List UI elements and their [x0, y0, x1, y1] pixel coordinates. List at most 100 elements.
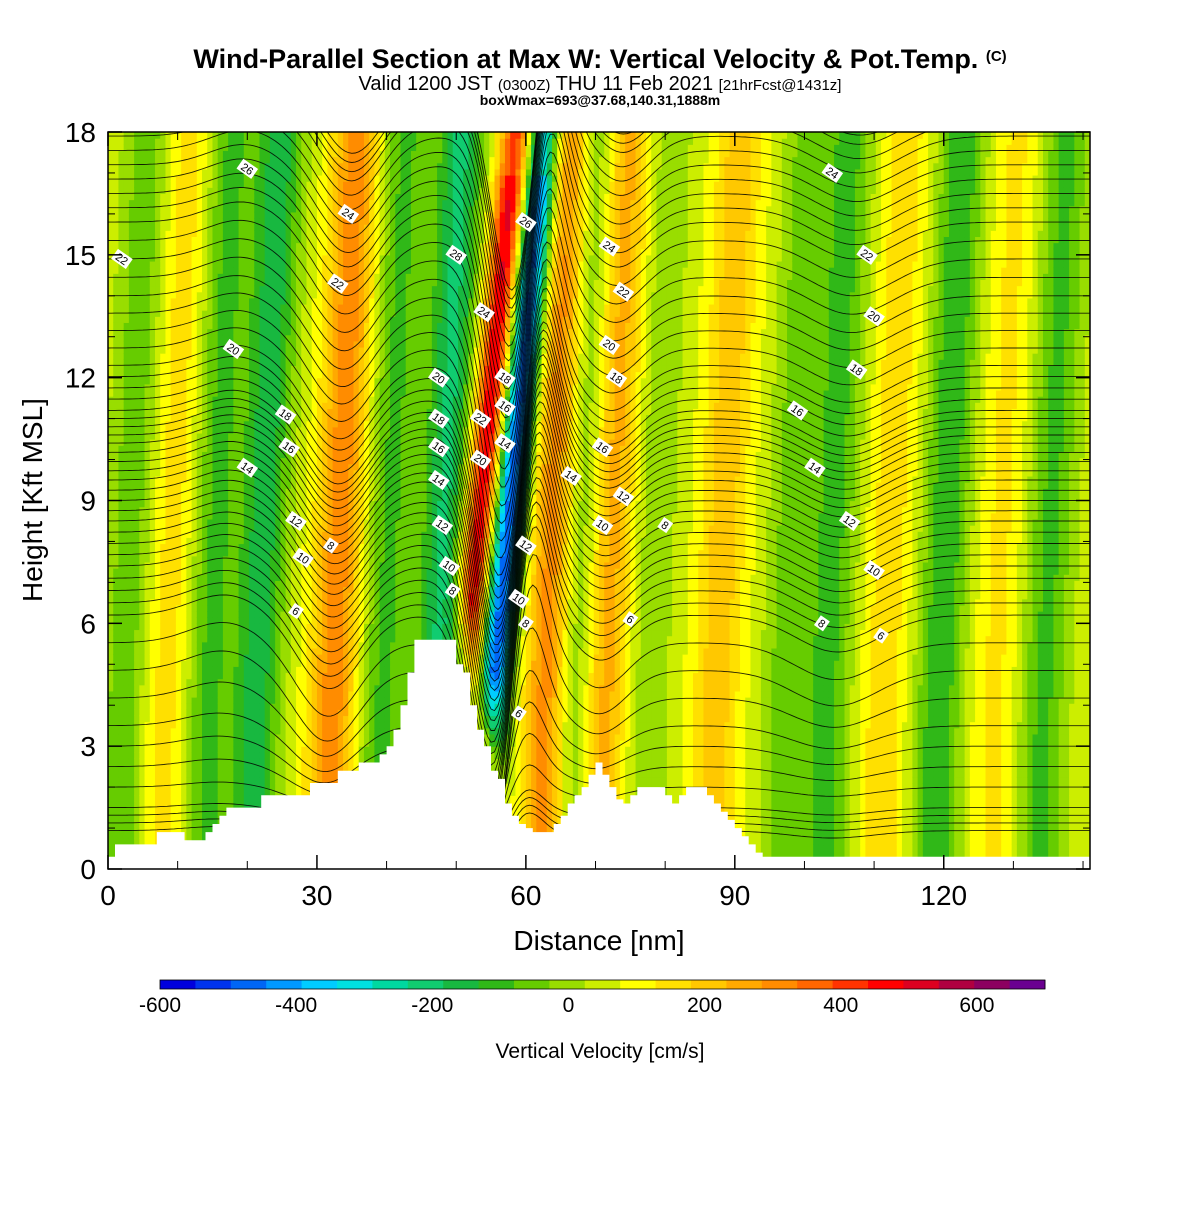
w-cell [129, 353, 135, 360]
w-cell [233, 212, 239, 219]
w-cell [181, 752, 187, 759]
w-cell [301, 255, 307, 262]
w-cell [186, 752, 192, 759]
w-cell [249, 734, 255, 741]
w-cell [155, 365, 161, 372]
w-cell [218, 703, 224, 710]
w-cell [286, 771, 292, 778]
w-cell [192, 359, 198, 366]
w-cell [129, 322, 135, 329]
w-cell [113, 574, 119, 581]
w-cell [218, 654, 224, 661]
w-cell [207, 783, 213, 790]
w-cell [134, 249, 140, 256]
w-cell [228, 261, 234, 268]
w-cell [228, 206, 234, 213]
w-cell [296, 672, 302, 679]
w-cell [317, 458, 323, 465]
w-cell [207, 273, 213, 280]
w-cell [192, 728, 198, 735]
w-cell [286, 243, 292, 250]
w-cell [145, 672, 151, 679]
w-cell [165, 476, 171, 483]
w-cell [207, 384, 213, 391]
w-cell [301, 709, 307, 716]
w-cell [181, 218, 187, 225]
w-cell [212, 193, 218, 200]
w-cell [160, 648, 166, 655]
w-cell [139, 771, 145, 778]
w-cell [108, 341, 114, 348]
w-cell [171, 648, 177, 655]
w-cell [108, 599, 114, 606]
w-cell [181, 703, 187, 710]
w-cell [322, 642, 328, 649]
w-cell [139, 286, 145, 293]
w-cell [139, 310, 145, 317]
w-cell [265, 771, 271, 778]
w-cell [265, 752, 271, 759]
w-cell [239, 765, 245, 772]
w-cell [270, 685, 276, 692]
w-cell [291, 752, 297, 759]
w-cell [254, 795, 260, 802]
w-cell [129, 789, 135, 796]
w-cell [312, 433, 318, 440]
w-cell [212, 230, 218, 237]
w-cell [192, 654, 198, 661]
w-cell [249, 298, 255, 305]
w-cell [155, 672, 161, 679]
w-cell [108, 513, 114, 520]
w-cell [113, 138, 119, 145]
w-cell [150, 734, 156, 741]
w-cell [244, 230, 250, 237]
w-cell [176, 200, 182, 207]
w-cell [113, 206, 119, 213]
w-cell [254, 267, 260, 274]
w-cell [218, 685, 224, 692]
w-cell [171, 267, 177, 274]
w-cell [254, 715, 260, 722]
w-cell [113, 783, 119, 790]
w-cell [249, 132, 255, 139]
w-cell [145, 568, 151, 575]
w-cell [259, 267, 265, 274]
w-cell [265, 734, 271, 741]
w-cell [113, 365, 119, 372]
w-cell [254, 513, 260, 520]
w-cell [239, 574, 245, 581]
w-cell [233, 703, 239, 710]
w-cell [202, 636, 208, 643]
w-cell [113, 599, 119, 606]
w-cell [113, 789, 119, 796]
w-cell [280, 691, 286, 698]
w-cell [254, 408, 260, 415]
w-cell [129, 629, 135, 636]
w-cell [145, 734, 151, 741]
w-cell [176, 150, 182, 157]
w-cell [139, 826, 145, 833]
w-cell [113, 703, 119, 710]
w-cell [218, 642, 224, 649]
w-cell [296, 697, 302, 704]
w-cell [239, 795, 245, 802]
w-cell [280, 642, 286, 649]
w-cell [129, 691, 135, 698]
w-cell [165, 458, 171, 465]
w-cell [228, 132, 234, 139]
w-cell [108, 365, 114, 372]
w-cell [160, 390, 166, 397]
w-cell [212, 494, 218, 501]
w-cell [233, 789, 239, 796]
w-cell [249, 617, 255, 624]
w-cell [186, 261, 192, 268]
w-cell [165, 728, 171, 735]
w-cell [108, 501, 114, 508]
w-cell [124, 826, 130, 833]
w-cell [186, 765, 192, 772]
w-cell [239, 187, 245, 194]
w-cell [176, 623, 182, 630]
w-cell [317, 408, 323, 415]
w-cell [207, 286, 213, 293]
w-cell [233, 771, 239, 778]
